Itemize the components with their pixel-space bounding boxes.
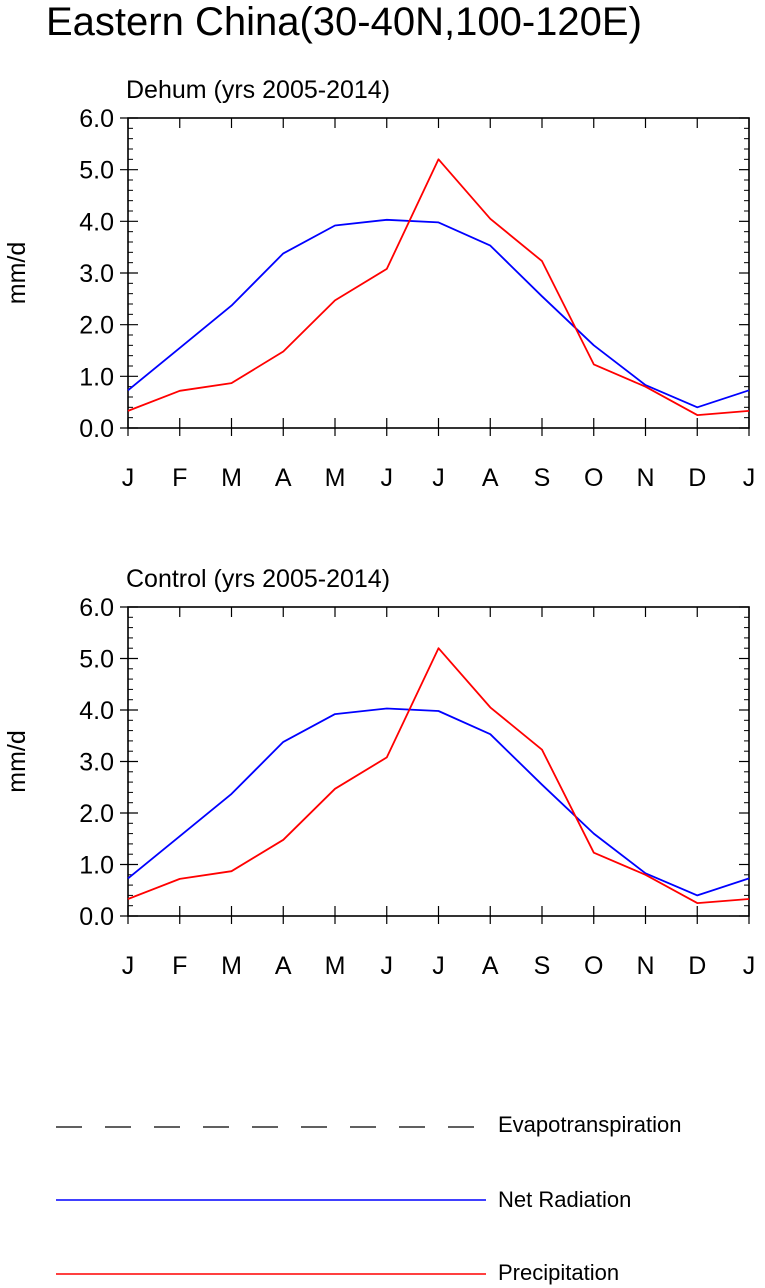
x-tick-label: F xyxy=(172,464,187,492)
panel-title-control: Control (yrs 2005-2014) xyxy=(126,565,390,593)
x-tick-label: J xyxy=(432,464,445,492)
series-line-net-radiation xyxy=(127,218,750,409)
y-tick-label: 1.0 xyxy=(79,363,114,391)
x-tick-label: F xyxy=(172,952,187,980)
x-tick-label: S xyxy=(534,952,551,980)
legend xyxy=(56,1126,486,1275)
legend-label-precipitation: Precipitation xyxy=(498,1260,620,1285)
y-tick-label: 2.0 xyxy=(79,312,114,340)
series-line-net-radiation xyxy=(127,707,750,897)
x-tick-label: M xyxy=(221,952,242,980)
y-axis-label: mm/d xyxy=(3,242,31,305)
y-tick-label: 2.0 xyxy=(79,800,114,828)
y-tick-label: 3.0 xyxy=(79,260,114,288)
chart-panel-control: 0.0 1.0 2.0 3.0 4.0 5.0 6.0 J F M A M J J A S O N D J Contro… xyxy=(3,565,755,980)
x-tick-label: J xyxy=(432,952,445,980)
x-tick-label: A xyxy=(482,464,499,492)
figure-title: Eastern China(30-40N,100-120E) xyxy=(46,0,642,44)
x-tick-label: J xyxy=(743,952,756,980)
legend-label-net-radiation: Net Radiation xyxy=(498,1187,632,1212)
x-tick-label: A xyxy=(275,464,292,492)
x-tick-label: O xyxy=(584,952,603,980)
y-tick-label: 0.0 xyxy=(79,415,114,443)
x-tick-label: D xyxy=(688,464,706,492)
x-tick-label: S xyxy=(534,464,551,492)
series-line-precipitation xyxy=(127,158,750,417)
x-tick-label: A xyxy=(275,952,292,980)
x-tick-label: D xyxy=(688,952,706,980)
panel-title-dehum: Dehum (yrs 2005-2014) xyxy=(126,76,390,104)
x-tick-label: J xyxy=(381,952,394,980)
chart-panel-dehum: 0.0 1.0 2.0 3.0 4.0 5.0 6.0 J F M A M J J A S O N D J Dehum … xyxy=(3,76,755,492)
x-tick-label: M xyxy=(221,464,242,492)
series-line-precipitation xyxy=(127,647,750,904)
y-tick-label: 4.0 xyxy=(79,697,114,725)
y-tick-label: 1.0 xyxy=(79,852,114,880)
x-tick-label: J xyxy=(122,952,135,980)
x-tick-label: N xyxy=(636,464,654,492)
y-tick-label: 5.0 xyxy=(79,646,114,674)
y-tick-label: 4.0 xyxy=(79,208,114,236)
x-tick-label: J xyxy=(381,464,394,492)
x-tick-label: J xyxy=(122,464,135,492)
x-tick-label: M xyxy=(325,952,346,980)
y-tick-label: 3.0 xyxy=(79,749,114,777)
plot-frame xyxy=(127,117,750,429)
x-tick-label: O xyxy=(584,464,603,492)
x-tick-label: J xyxy=(743,464,756,492)
x-tick-label: A xyxy=(482,952,499,980)
x-tick-label: M xyxy=(325,464,346,492)
x-tick-label: N xyxy=(636,952,654,980)
plot-frame xyxy=(127,606,750,917)
y-tick-label: 5.0 xyxy=(79,157,114,185)
y-tick-label: 6.0 xyxy=(79,105,114,133)
legend-label-evapotranspiration: Evapotranspiration xyxy=(498,1112,682,1137)
y-axis-label: mm/d xyxy=(3,730,31,793)
y-tick-label: 6.0 xyxy=(79,594,114,622)
y-tick-label: 0.0 xyxy=(79,903,114,931)
